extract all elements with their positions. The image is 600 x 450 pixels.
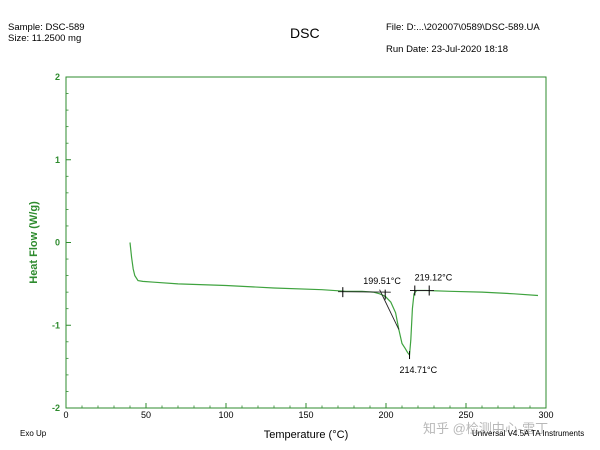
x-tick-label: 0 bbox=[63, 410, 68, 420]
run-date-label: Run Date: 23-Jul-2020 18:18 bbox=[386, 44, 508, 55]
heat-flow-curve bbox=[129, 242, 539, 357]
x-tick-label: 50 bbox=[141, 410, 151, 420]
file-label: File: D:...\202007\0589\DSC-589.UA bbox=[386, 22, 540, 33]
y-tick-label: 0 bbox=[55, 238, 60, 248]
x-tick-label: 200 bbox=[378, 410, 393, 420]
peak-annotation: 199.51°C bbox=[363, 276, 401, 286]
x-tick-label: 250 bbox=[458, 410, 473, 420]
sample-label: Sample: DSC-589 bbox=[8, 22, 85, 33]
y-tick-label: 1 bbox=[55, 155, 60, 165]
peak-annotation: 214.71°C bbox=[400, 365, 438, 375]
peak-annotation: 219.12°C bbox=[415, 272, 453, 282]
x-tick-label: 300 bbox=[538, 410, 553, 420]
x-axis-label: Temperature (°C) bbox=[264, 429, 348, 441]
onset-tangent bbox=[379, 289, 400, 330]
watermark-text: 知乎 @检测中心-雷丁 bbox=[423, 421, 549, 436]
exo-up-label: Exo Up bbox=[20, 429, 47, 438]
plot-frame bbox=[65, 76, 547, 409]
y-tick-label: 2 bbox=[55, 72, 60, 82]
y-axis-label: Heat Flow (W/g) bbox=[28, 201, 40, 284]
instrument-label: Universal V4.5A TA Instruments bbox=[472, 429, 585, 438]
size-label: Size: 11.2500 mg bbox=[8, 33, 82, 44]
x-tick-label: 100 bbox=[218, 410, 233, 420]
x-tick-label: 150 bbox=[298, 410, 313, 420]
chart-title: DSC bbox=[290, 25, 320, 41]
y-tick-label: -2 bbox=[52, 403, 60, 413]
y-tick-label: -1 bbox=[52, 320, 60, 330]
